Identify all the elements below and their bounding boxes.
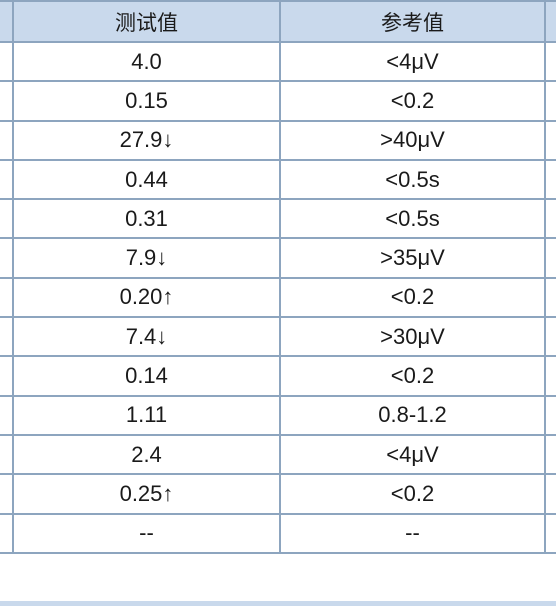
left-edge-cell <box>0 316 14 358</box>
table-row: 0.20↑ <0.2 <box>0 276 556 319</box>
test-value-cell: 0.25↑ <box>12 473 281 515</box>
reference-value-cell: <0.5s <box>279 198 546 240</box>
left-edge-cell <box>0 40 14 83</box>
right-edge-cell <box>544 80 556 122</box>
left-edge-cell <box>0 355 14 397</box>
table-row: 0.14 <0.2 <box>0 355 556 397</box>
table-row: 27.9↓ >40μV <box>0 119 556 161</box>
table-row: 7.4↓ >30μV <box>0 316 556 358</box>
right-edge-cell <box>544 512 556 554</box>
test-value-cell: 0.15 <box>12 80 281 122</box>
right-edge-cell <box>544 198 556 240</box>
left-edge-cell <box>0 394 14 436</box>
right-edge-header-cell <box>544 0 556 43</box>
reference-value-cell: >35μV <box>279 237 546 279</box>
right-edge-cell <box>544 276 556 319</box>
test-value-cell: 0.14 <box>12 355 281 397</box>
reference-value-cell: <0.2 <box>279 276 546 319</box>
bottom-header-strip <box>0 601 556 606</box>
right-edge-cell <box>544 433 556 476</box>
reference-value-cell: <4μV <box>279 433 546 476</box>
left-edge-header-cell <box>0 0 14 43</box>
left-edge-cell <box>0 119 14 161</box>
reference-value-cell: >40μV <box>279 119 546 161</box>
header-row: 测试值 参考值 <box>0 0 556 43</box>
table-row: 0.44 <0.5s <box>0 158 556 201</box>
test-value-cell: 0.31 <box>12 198 281 240</box>
reference-value-cell: <0.5s <box>279 158 546 201</box>
right-edge-cell <box>544 355 556 397</box>
reference-value-cell: <0.2 <box>279 355 546 397</box>
test-value-cell: 0.44 <box>12 158 281 201</box>
results-table: 测试值 参考值 4.0 <4μV 0.15 <0.2 27.9↓ >40μV <box>0 0 556 554</box>
right-edge-cell <box>544 40 556 83</box>
reference-value-cell: <4μV <box>279 40 546 83</box>
right-edge-cell <box>544 237 556 279</box>
left-edge-cell <box>0 237 14 279</box>
table-row: 0.25↑ <0.2 <box>0 473 556 515</box>
test-value-cell: -- <box>12 512 281 554</box>
right-edge-cell <box>544 316 556 358</box>
left-edge-cell <box>0 276 14 319</box>
test-value-cell: 7.4↓ <box>12 316 281 358</box>
test-value-cell: 0.20↑ <box>12 276 281 319</box>
table-row: 4.0 <4μV <box>0 40 556 83</box>
left-edge-cell <box>0 473 14 515</box>
table-row: 0.31 <0.5s <box>0 198 556 240</box>
left-edge-cell <box>0 80 14 122</box>
test-value-cell: 2.4 <box>12 433 281 476</box>
left-edge-cell <box>0 433 14 476</box>
table-row: 2.4 <4μV <box>0 433 556 476</box>
table-row: -- -- <box>0 512 556 554</box>
table-row: 1.11 0.8-1.2 <box>0 394 556 436</box>
test-value-cell: 7.9↓ <box>12 237 281 279</box>
left-edge-cell <box>0 158 14 201</box>
table-row: 7.9↓ >35μV <box>0 237 556 279</box>
reference-value-cell: <0.2 <box>279 473 546 515</box>
test-value-header: 测试值 <box>12 0 281 43</box>
right-edge-cell <box>544 394 556 436</box>
test-value-cell: 1.11 <box>12 394 281 436</box>
reference-value-cell: -- <box>279 512 546 554</box>
reference-value-header: 参考值 <box>279 0 546 43</box>
left-edge-cell <box>0 512 14 554</box>
right-edge-cell <box>544 158 556 201</box>
reference-value-cell: <0.2 <box>279 80 546 122</box>
reference-value-cell: >30μV <box>279 316 546 358</box>
test-value-cell: 4.0 <box>12 40 281 83</box>
table-row: 0.15 <0.2 <box>0 80 556 122</box>
test-value-cell: 27.9↓ <box>12 119 281 161</box>
reference-value-cell: 0.8-1.2 <box>279 394 546 436</box>
right-edge-cell <box>544 473 556 515</box>
left-edge-cell <box>0 198 14 240</box>
right-edge-cell <box>544 119 556 161</box>
